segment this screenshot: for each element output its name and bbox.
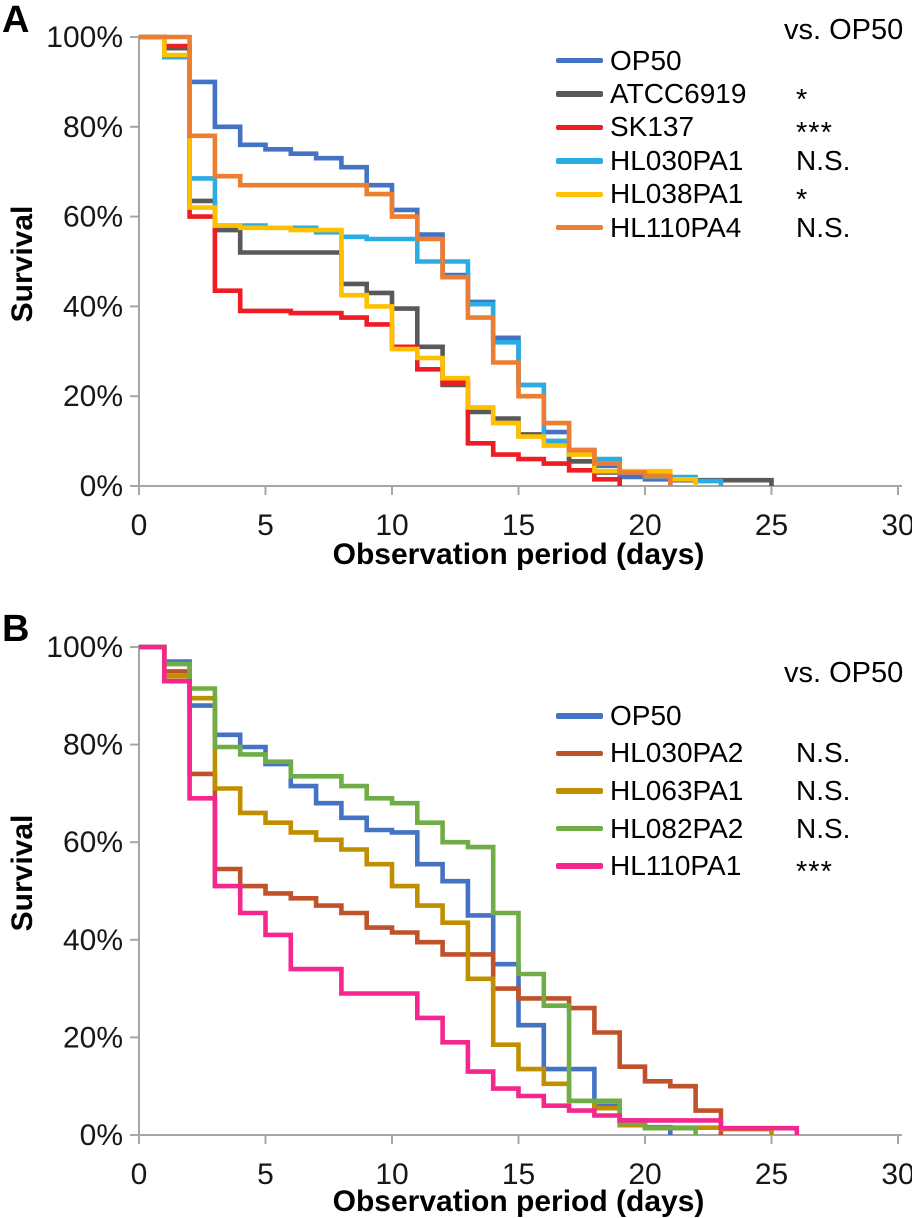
legend-line-swatch: [556, 825, 603, 832]
significance-vs-op50: N.S.: [796, 774, 851, 806]
legend-b: OP50 HL030PA2 N.S. HL063PA1 N.S. HL082PA2 N.S.…: [556, 697, 850, 888]
x-tick-label: 10: [375, 1158, 408, 1191]
survival-curve-op50: [139, 644, 673, 1135]
x-tick-label: 15: [502, 1158, 535, 1191]
survival-curve-hl110pa4: [139, 34, 673, 486]
legend-item-hl082pa2: HL082PA2 N.S.: [556, 810, 850, 848]
y-tick-label: 0%: [80, 470, 123, 503]
y-tick-label: 20%: [63, 380, 123, 413]
panel-a: A Survival 100% 80% 60% 40% 20% 0% 0 5 10 15 20 25 3…: [2, 0, 912, 571]
significance-vs-op50: N.S.: [796, 812, 851, 844]
x-tick-label: 30: [881, 1158, 912, 1191]
x-tick-label: 20: [628, 509, 661, 542]
legend-label: HL110PA4: [610, 211, 742, 243]
legend-label: HL063PA1: [610, 774, 744, 806]
y-tick-label: 20%: [63, 1021, 123, 1054]
panel-b-label: B: [2, 608, 30, 650]
survival-curve-hl082pa2: [139, 644, 698, 1135]
legend-item-hl110pa4: HL110PA4 N.S.: [556, 211, 850, 244]
legend-label: OP50: [610, 699, 682, 731]
significance-vs-op50: ***: [796, 855, 833, 888]
legend-line-swatch: [556, 191, 603, 197]
legend-item-hl030pa1: HL030PA1 N.S.: [556, 144, 850, 177]
x-tick-label: 0: [131, 1158, 148, 1191]
legend-item-op50: OP50: [556, 697, 743, 735]
legend-line-swatch: [556, 224, 603, 231]
survival-plot-b: 100% 80% 60% 40% 20% 0%0 5 10 15 20 25 30: [46, 631, 912, 1191]
significance-vs-op50: N.S.: [796, 144, 851, 176]
legend-label: HL110PA1: [610, 850, 742, 882]
legend-item-hl030pa2: HL030PA2 N.S.: [556, 735, 850, 773]
x-tick-label: 5: [257, 1158, 274, 1191]
survival-curve-hl038pa1: [139, 34, 698, 486]
legend-label: OP50: [610, 44, 682, 76]
y-tick-label: 40%: [63, 290, 123, 323]
legend-label: HL030PA2: [610, 737, 744, 769]
x-axis-title-b: Observation period (days): [332, 1185, 705, 1218]
legend-item-op50: OP50: [556, 44, 746, 77]
legend-item-hl110pa1: HL110PA1 ***: [556, 847, 832, 888]
legend-line-swatch: [556, 788, 603, 794]
survival-curve-hl030pa2: [139, 644, 724, 1135]
y-tick-label: 0%: [80, 1119, 123, 1152]
legend-line-swatch: [556, 57, 603, 64]
legend-line-swatch: [556, 91, 603, 97]
legend-header-b: vs. OP50: [784, 657, 904, 689]
significance-vs-op50: N.S.: [796, 211, 851, 243]
x-tick-label: 25: [755, 1158, 788, 1191]
legend-a: OP50 ATCC6919 * SK137 *** HL030PA1 N.S. HL038PA…: [556, 44, 850, 244]
panel-a-label: A: [2, 0, 30, 41]
significance-vs-op50: *: [796, 83, 809, 116]
x-tick-label: 30: [881, 509, 912, 542]
legend-label: HL082PA2: [610, 812, 744, 844]
legend-label: SK137: [610, 111, 695, 143]
significance-vs-op50: ***: [796, 116, 833, 149]
y-tick-label: 100%: [46, 631, 123, 664]
legend-label: HL030PA1: [610, 144, 744, 176]
y-tick-label: 80%: [63, 729, 123, 762]
legend-label: HL038PA1: [610, 178, 744, 210]
x-tick-label: 25: [755, 509, 788, 542]
x-tick-label: 10: [375, 509, 408, 542]
legend-label: ATCC6919: [610, 78, 747, 110]
y-tick-label: 100%: [46, 21, 123, 54]
survival-curve-hl110pa1: [139, 644, 800, 1135]
y-tick-label: 60%: [63, 201, 123, 234]
y-tick-label: 80%: [63, 111, 123, 144]
legend-line-swatch: [556, 124, 603, 131]
legend-header-a: vs. OP50: [784, 14, 904, 46]
legend-item-hl038pa1: HL038PA1 *: [556, 178, 807, 216]
legend-line-swatch: [556, 158, 603, 164]
panel-b: B Survival 100% 80% 60% 40% 20% 0% 0 5 10 15 20 25 3…: [0, 609, 912, 1218]
survival-curve-hl063pa1: [139, 644, 774, 1135]
legend-item-hl063pa1: HL063PA1 N.S.: [556, 772, 850, 810]
survival-plot-a: 100% 80% 60% 40% 20% 0%0 5 10 15 20 25 30: [46, 21, 912, 542]
legend-line-swatch: [556, 750, 603, 757]
legend-item-sk137: SK137 ***: [556, 111, 832, 149]
y-tick-label: 40%: [63, 924, 123, 957]
x-tick-label: 20: [628, 1158, 661, 1191]
x-tick-label: 0: [131, 509, 148, 542]
significance-vs-op50: N.S.: [796, 737, 851, 769]
significance-vs-op50: *: [796, 183, 809, 216]
y-tick-label: 60%: [63, 826, 123, 859]
legend-item-atcc6919: ATCC6919 *: [556, 77, 807, 116]
survival-curve-sk137: [139, 34, 622, 486]
legend-line-swatch: [556, 863, 603, 869]
legend-line-swatch: [556, 713, 603, 719]
x-tick-label: 15: [502, 509, 535, 542]
x-tick-label: 5: [257, 509, 274, 542]
x-axis-title-a: Observation period (days): [332, 538, 705, 571]
